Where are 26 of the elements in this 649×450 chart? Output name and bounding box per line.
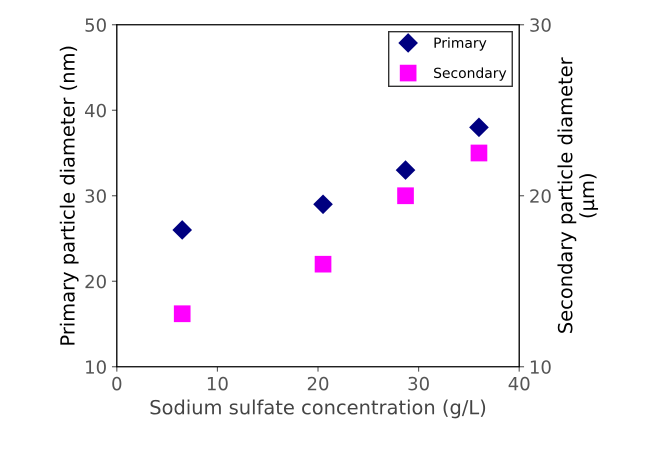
y2-tick-label: 30 [530,18,551,32]
y-tick-label: 30 [86,189,106,203]
point [469,118,488,137]
x-tick-label: 30 [408,376,429,390]
y-axis-title: Primary particle diameter (nm) [60,46,79,345]
x-tick-label: 20 [308,376,328,390]
point [314,194,333,214]
point [470,144,488,162]
x-tick-label: 10 [208,376,228,390]
legend-label: Primary [434,37,486,51]
point [314,256,332,272]
point [397,187,414,204]
x-tick-label: 40 [508,376,530,390]
y2-tick-label: 10 [530,360,551,374]
y-tick-label: 40 [85,104,106,118]
x-axis-title: Sodium sulfate concentration (g/L) [150,400,486,418]
y2-tick-label: 20 [530,189,551,203]
point [174,305,191,322]
legend-label: Secondary [434,67,506,81]
y-tick-label: 10 [86,360,106,374]
y-tick-label: 20 [85,274,106,288]
point [172,220,192,240]
x-tick-label: 0 [112,376,122,390]
y-tick-label: 50 [86,18,106,32]
y2-axis-title: Secondary particle diameter (μm) [557,57,598,333]
point [396,160,416,180]
